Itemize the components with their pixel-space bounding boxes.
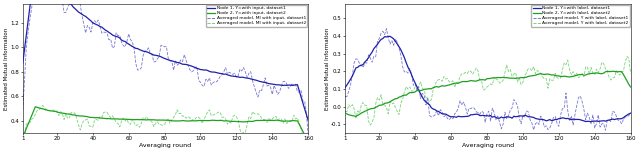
Y-axis label: Estimated Mutual Information: Estimated Mutual Information <box>4 28 9 110</box>
Y-axis label: Estimated Mutual Information: Estimated Mutual Information <box>324 28 330 110</box>
Legend: Node 1, Y=with input, dataset1, Node 2, Y=with input, dataset2, Averaged model, : Node 1, Y=with input, dataset1, Node 2, … <box>206 5 307 27</box>
X-axis label: Averaging round: Averaging round <box>140 143 191 148</box>
Legend: Node 1, Y=with label, dataset1, Node 2, Y=with label, dataset2, Averaged model, : Node 1, Y=with label, dataset1, Node 2, … <box>531 5 630 27</box>
X-axis label: Averaging round: Averaging round <box>462 143 514 148</box>
